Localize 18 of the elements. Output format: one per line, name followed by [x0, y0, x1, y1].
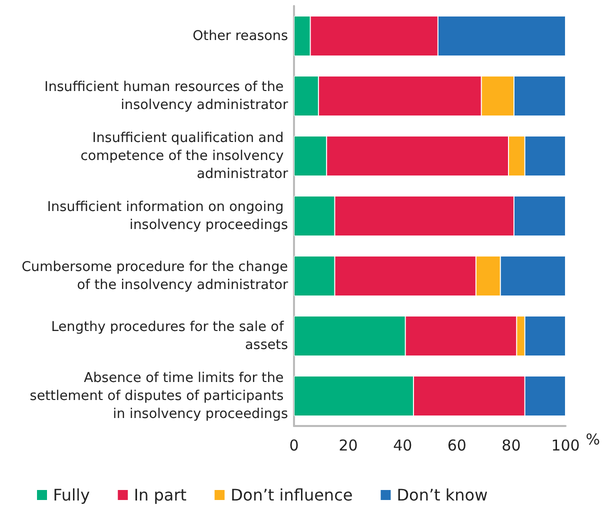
- x-tick-label: 80: [502, 436, 521, 454]
- y-tick-label: Absence of time limits for the settlement of disputes of participants in insolvency proceedings: [30, 370, 288, 422]
- legend-label: Don’t know: [396, 486, 488, 504]
- x-tick-label: 40: [393, 436, 412, 454]
- y-tick-label: Insufficient information on ongoing insolvency proceedings: [47, 199, 288, 233]
- y-tick-label: Insufficient human resources of the insolvency administrator: [44, 79, 288, 113]
- x-tick-label: 0: [289, 436, 299, 454]
- x-axis-title: %: [586, 430, 600, 448]
- y-tick-label: Cumbersome procedure for the change of the insolvency administrator: [22, 259, 288, 293]
- x-tick-label: 20: [338, 436, 358, 454]
- y-tick-label: Other reasons: [192, 28, 288, 44]
- y-tick-label: Lengthy procedures for the sale of assets: [51, 319, 288, 353]
- x-tick-label: 100: [551, 436, 580, 454]
- x-tick-label: 60: [447, 436, 466, 454]
- legend-label: In part: [134, 486, 187, 504]
- y-tick-label: Insufficient qualification and competence of the insolvency administrator: [80, 130, 288, 182]
- legend-label: Fully: [53, 486, 90, 504]
- legend-label: Don’t influence: [230, 486, 353, 504]
